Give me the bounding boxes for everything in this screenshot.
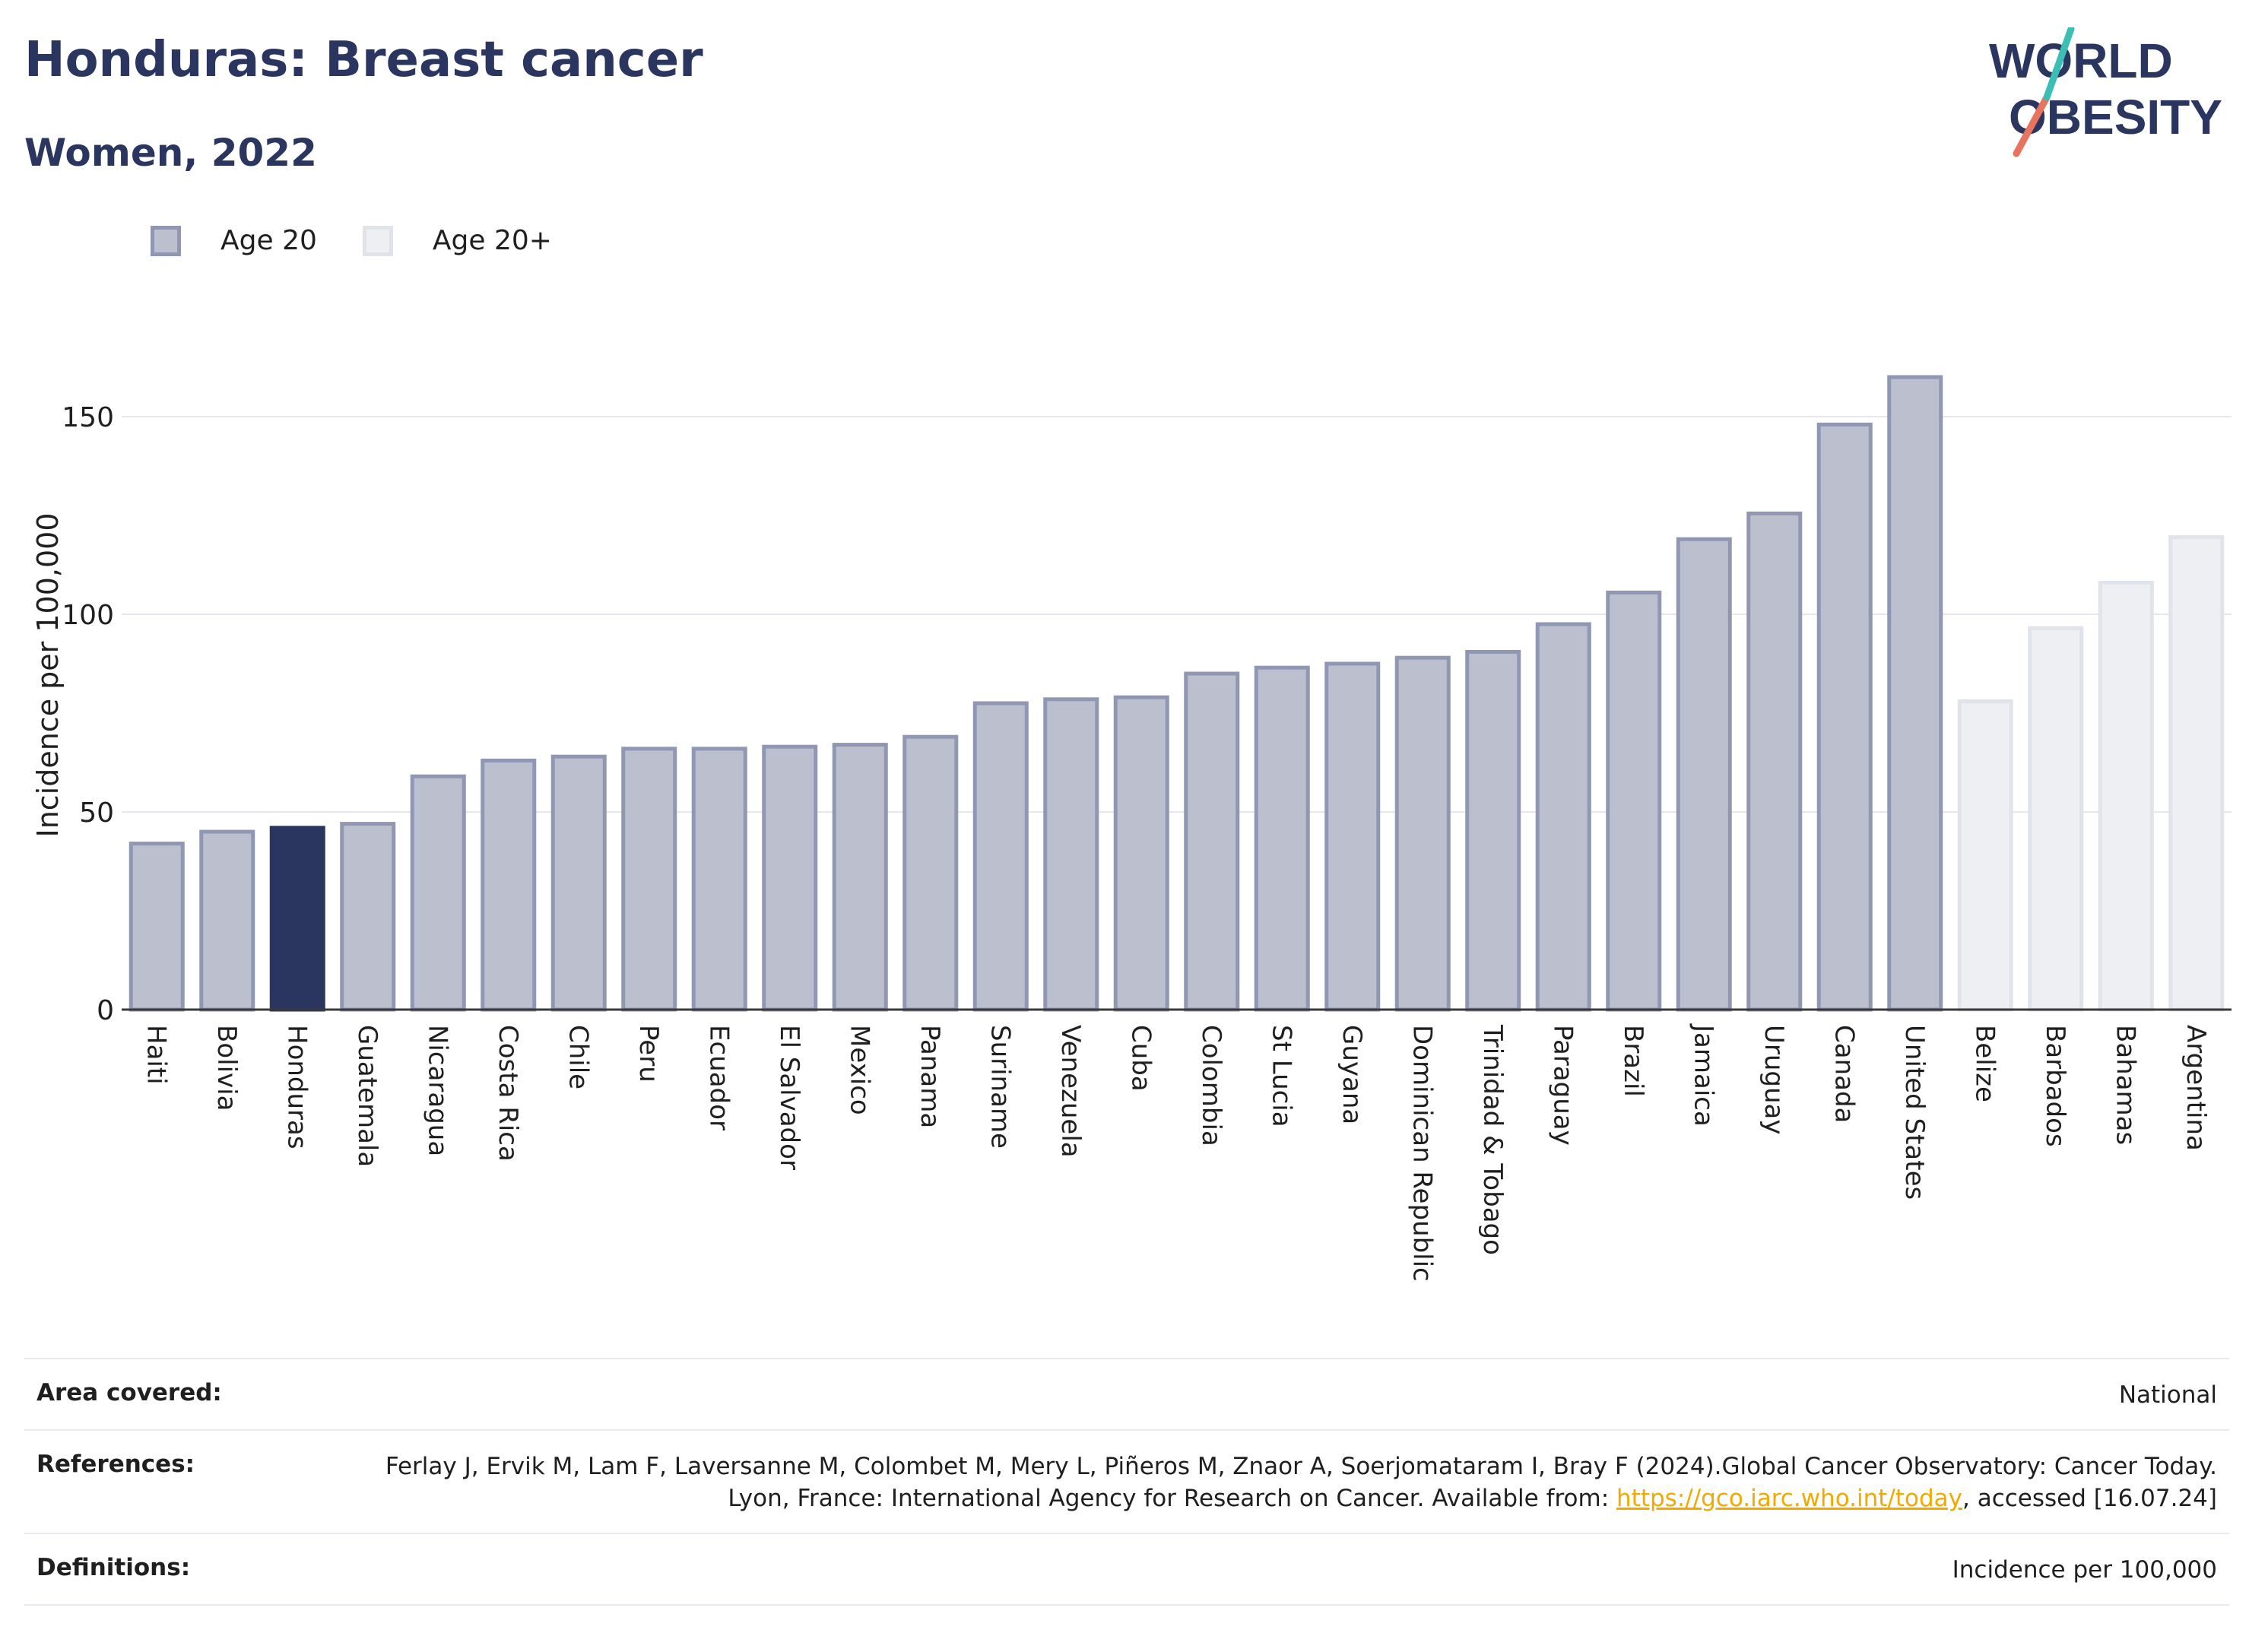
y-axis-ticks: 0 50 100 150 xyxy=(62,402,114,1026)
footer-definitions-row: Definitions: Incidence per 100,000 xyxy=(24,1533,2229,1606)
bar-uruguay xyxy=(1746,511,1803,1012)
logo-line1: WORLD xyxy=(1989,33,2173,88)
x-tick-label-uruguay: Uruguay xyxy=(1759,1025,1789,1135)
x-axis-ticks: Haiti Bolivia Honduras Guatemala Nicaragua Co… xyxy=(141,1023,2211,1282)
footer-area-row: Area covered: National xyxy=(24,1358,2229,1429)
x-tick-label-ecuador: Ecuador xyxy=(703,1025,734,1130)
x-tick-label-nicaragua: Nicaragua xyxy=(422,1025,452,1156)
bar-chart: 0 50 100 150 Haiti Bolivia Honduras Guatemala N… xyxy=(31,375,2232,1282)
x-tick-label-guyana: Guyana xyxy=(1337,1025,1367,1124)
x-tick-label-dominican-republic: Dominican Republic xyxy=(1407,1025,1437,1282)
x-tick-label-bahamas: Bahamas xyxy=(2110,1025,2140,1145)
bar-jamaica xyxy=(1676,537,1732,1012)
x-tick-label-peru: Peru xyxy=(633,1025,664,1083)
footer-references-row: References: Ferlay J, Ervik M, Lam F, La… xyxy=(24,1429,2229,1533)
page-title: Honduras: Breast cancer xyxy=(24,32,703,88)
area-covered-label: Area covered: xyxy=(36,1379,222,1406)
legend-item-age20[interactable]: Age 20 xyxy=(151,225,317,256)
y-tick-label-100: 100 xyxy=(62,600,114,631)
bar-chile xyxy=(550,754,607,1012)
bar-canada xyxy=(1816,422,1873,1012)
bar-mexico xyxy=(832,743,888,1012)
bar-st-lucia xyxy=(1254,665,1310,1012)
definitions-value: Incidence per 100,000 xyxy=(1952,1556,2217,1584)
x-tick-label-guatemala: Guatemala xyxy=(352,1025,382,1167)
bar-honduras xyxy=(269,826,325,1012)
references-text: Ferlay J, Ervik M, Lam F, Laversanne M, … xyxy=(385,1453,2217,1512)
bar-colombia xyxy=(1184,671,1240,1012)
x-tick-label-mexico: Mexico xyxy=(844,1025,874,1115)
bar-paraguay xyxy=(1535,622,1591,1012)
bar-panama xyxy=(902,734,959,1012)
bar-haiti xyxy=(128,842,185,1012)
y-axis-label: Incidence per 100,000 xyxy=(31,512,65,837)
x-tick-label-belize: Belize xyxy=(1969,1025,2000,1102)
bar-costa-rica xyxy=(481,758,537,1012)
bar-united-states xyxy=(1887,375,1943,1012)
x-tick-label-panama: Panama xyxy=(915,1025,945,1128)
x-tick-label-jamaica: Jamaica xyxy=(1688,1023,1718,1127)
x-tick-label-trinidad-tobago: Trinidad & Tobago xyxy=(1477,1024,1508,1255)
page-subtitle: Women, 2022 xyxy=(24,131,317,175)
references-tail: , accessed [16.07.24] xyxy=(1962,1485,2217,1512)
chart-legend: Age 20 Age 20+ xyxy=(151,225,598,256)
chart-gridlines xyxy=(122,416,2232,813)
x-tick-label-honduras: Honduras xyxy=(281,1025,312,1149)
x-tick-label-venezuela: Venezuela xyxy=(1055,1025,1086,1158)
bar-ecuador xyxy=(691,747,747,1012)
legend-label-age20: Age 20 xyxy=(220,225,317,256)
definitions-label: Definitions: xyxy=(36,1554,191,1581)
y-tick-label-0: 0 xyxy=(97,995,114,1026)
x-tick-label-chile: Chile xyxy=(563,1025,593,1089)
legend-swatch-age20 xyxy=(151,225,181,256)
bar-suriname xyxy=(972,701,1029,1012)
bar-bolivia xyxy=(199,829,255,1012)
bar-guatemala xyxy=(340,822,396,1012)
x-tick-label-el-salvador: El Salvador xyxy=(774,1025,804,1170)
chart-footer: Area covered: National References: Ferla… xyxy=(24,1358,2229,1606)
world-obesity-logo: WORLD OBESITY xyxy=(1989,27,2222,157)
x-tick-label-bolivia: Bolivia xyxy=(211,1025,242,1111)
bar-el-salvador xyxy=(762,744,818,1012)
bar-venezuela xyxy=(1043,697,1099,1012)
x-tick-label-colombia: Colombia xyxy=(1196,1025,1226,1146)
y-tick-label-50: 50 xyxy=(79,797,114,829)
legend-item-age20plus[interactable]: Age 20+ xyxy=(362,225,552,256)
bar-cuba xyxy=(1113,695,1169,1012)
x-tick-label-haiti: Haiti xyxy=(141,1025,171,1085)
x-tick-label-barbados: Barbados xyxy=(2040,1025,2070,1147)
bar-brazil xyxy=(1606,590,1662,1012)
area-covered-value: National xyxy=(2118,1381,2217,1409)
x-tick-label-argentina: Argentina xyxy=(2181,1025,2211,1151)
x-tick-label-brazil: Brazil xyxy=(1618,1025,1648,1097)
bar-bahamas xyxy=(2098,580,2154,1012)
chart-bars xyxy=(122,375,2232,1012)
bar-dominican-republic xyxy=(1394,655,1451,1012)
x-tick-label-costa-rica: Costa Rica xyxy=(493,1025,523,1162)
x-tick-label-suriname: Suriname xyxy=(985,1025,1015,1149)
references-value: Ferlay J, Ervik M, Lam F, Laversanne M, … xyxy=(354,1451,2217,1514)
x-tick-label-canada: Canada xyxy=(1829,1025,1859,1123)
bar-trinidad-tobago xyxy=(1465,649,1521,1012)
references-label: References: xyxy=(36,1451,195,1478)
x-tick-label-paraguay: Paraguay xyxy=(1547,1025,1578,1146)
bar-peru xyxy=(621,747,677,1012)
bar-guyana xyxy=(1324,661,1381,1012)
bar-belize xyxy=(1957,699,2013,1012)
x-tick-label-cuba: Cuba xyxy=(1125,1025,1156,1092)
bar-nicaragua xyxy=(410,774,466,1012)
legend-label-age20plus: Age 20+ xyxy=(432,225,552,256)
bar-barbados xyxy=(2028,626,2084,1012)
x-tick-label-united-states: United States xyxy=(1899,1025,1930,1200)
legend-swatch-age20plus xyxy=(362,225,393,256)
references-link[interactable]: https://gco.iarc.who.int/today xyxy=(1616,1485,1962,1512)
bar-argentina xyxy=(2168,535,2225,1012)
x-tick-label-st-lucia: St Lucia xyxy=(1266,1025,1296,1127)
y-tick-label-150: 150 xyxy=(62,402,114,433)
